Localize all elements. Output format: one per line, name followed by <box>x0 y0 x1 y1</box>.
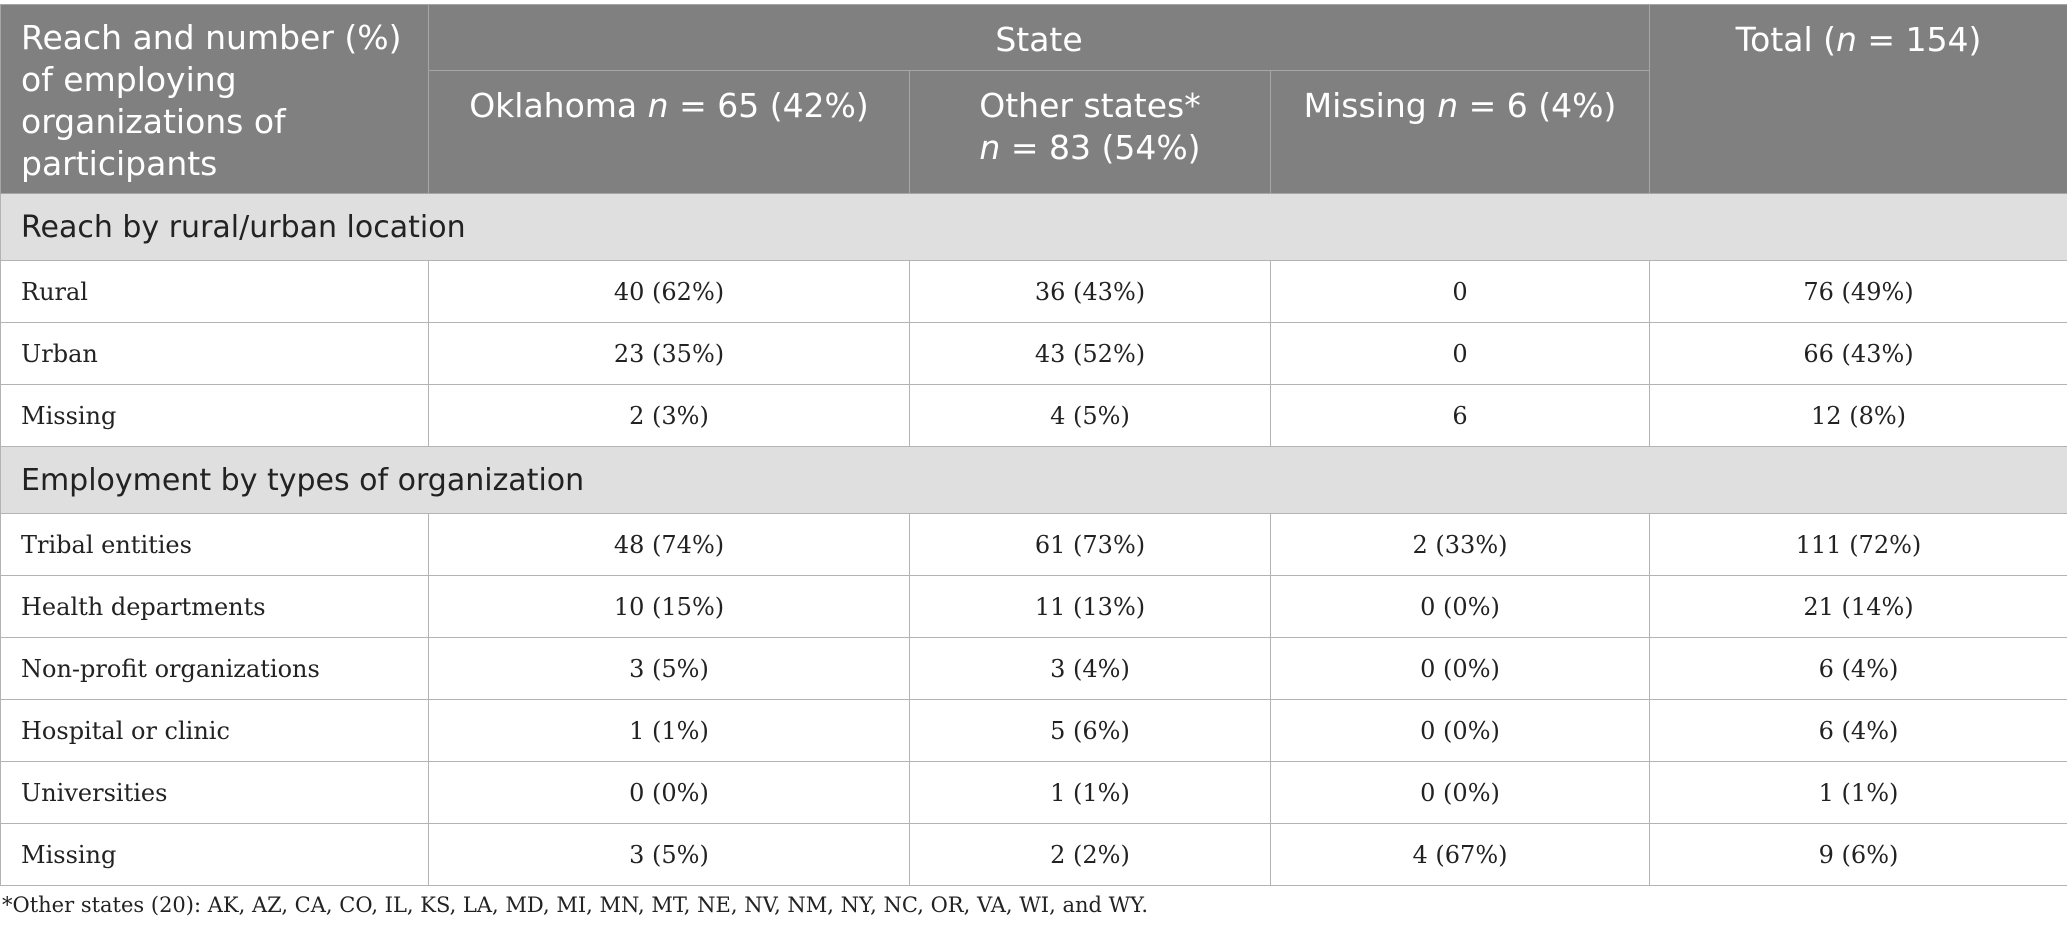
missing-cell: 0 <box>1269 322 1651 385</box>
other-states-cell: 5 (6%) <box>909 699 1271 762</box>
total-cell: 6 (4%) <box>1649 637 2067 700</box>
oklahoma-cell: 1 (1%) <box>428 699 910 762</box>
missing-cell: 0 <box>1269 260 1651 323</box>
missing-header-prefix: Missing <box>1303 86 1438 125</box>
oklahoma-header-n: n <box>647 86 669 125</box>
missing-cell: 0 (0%) <box>1269 637 1651 700</box>
row-header-label: Reach and number (%) of employing organi… <box>0 4 429 194</box>
table-row: Rural 40 (62%) 36 (43%) 0 76 (49%) <box>0 260 2067 323</box>
table-row: Universities 0 (0%) 1 (1%) 0 (0%) 1 (1%) <box>0 761 2067 824</box>
section-title: Reach by rural/urban location <box>0 193 2067 261</box>
other-states-cell: 61 (73%) <box>909 513 1271 576</box>
oklahoma-cell: 40 (62%) <box>428 260 910 323</box>
total-cell: 21 (14%) <box>1649 575 2067 638</box>
header-row-sub: Oklahoma n = 65 (42%) Other states* n = 8… <box>1 70 2067 194</box>
row-label: Missing <box>0 384 429 447</box>
missing-header-suffix: = 6 (4%) <box>1458 86 1617 125</box>
section-row: Employment by types of organization <box>0 446 2067 514</box>
table-row: Missing 2 (3%) 4 (5%) 6 12 (8%) <box>0 384 2067 447</box>
oklahoma-cell: 3 (5%) <box>428 637 910 700</box>
other-header-line1: Other states* <box>979 86 1201 125</box>
missing-cell: 2 (33%) <box>1269 513 1651 576</box>
row-label: Hospital or clinic <box>0 699 429 762</box>
missing-cell: 4 (67%) <box>1269 823 1651 886</box>
table-row: Urban 23 (35%) 43 (52%) 0 66 (43%) <box>0 322 2067 385</box>
other-header-suffix: = 83 (54%) <box>1000 128 1201 167</box>
other-states-column-header: Other states* n = 83 (54%) <box>909 70 1271 194</box>
table-row: Non-profit organizations 3 (5%) 3 (4%) 0… <box>0 637 2067 700</box>
total-header-n: n <box>1836 20 1857 59</box>
oklahoma-column-header: Oklahoma n = 65 (42%) <box>428 70 910 194</box>
other-states-cell: 4 (5%) <box>909 384 1271 447</box>
total-cell: 66 (43%) <box>1649 322 2067 385</box>
oklahoma-cell: 3 (5%) <box>428 823 910 886</box>
data-table: Reach and number (%) of employing organi… <box>0 4 2067 886</box>
row-label: Missing <box>0 823 429 886</box>
other-header-n: n <box>979 128 1001 167</box>
total-cell: 12 (8%) <box>1649 384 2067 447</box>
total-cell: 1 (1%) <box>1649 761 2067 824</box>
other-states-cell: 1 (1%) <box>909 761 1271 824</box>
row-label: Health departments <box>0 575 429 638</box>
row-label: Urban <box>0 322 429 385</box>
total-cell: 76 (49%) <box>1649 260 2067 323</box>
other-states-cell: 3 (4%) <box>909 637 1271 700</box>
table-footnote: *Other states (20): AK, AZ, CA, CO, IL, … <box>2 893 1149 917</box>
oklahoma-cell: 10 (15%) <box>428 575 910 638</box>
table-row: Missing 3 (5%) 2 (2%) 4 (67%) 9 (6%) <box>0 823 2067 886</box>
oklahoma-cell: 2 (3%) <box>428 384 910 447</box>
other-states-cell: 11 (13%) <box>909 575 1271 638</box>
row-label: Rural <box>0 260 429 323</box>
table-row: Tribal entities 48 (74%) 61 (73%) 2 (33%… <box>0 513 2067 576</box>
missing-cell: 0 (0%) <box>1269 761 1651 824</box>
missing-column-header: Missing n = 6 (4%) <box>1269 70 1651 194</box>
other-states-cell: 43 (52%) <box>909 322 1271 385</box>
total-cell: 9 (6%) <box>1649 823 2067 886</box>
oklahoma-header-prefix: Oklahoma <box>469 86 648 125</box>
oklahoma-cell: 23 (35%) <box>428 322 910 385</box>
missing-cell: 0 (0%) <box>1269 575 1651 638</box>
total-header-prefix: Total ( <box>1735 20 1837 59</box>
other-states-cell: 36 (43%) <box>909 260 1271 323</box>
oklahoma-cell: 0 (0%) <box>428 761 910 824</box>
section-row: Reach by rural/urban location <box>0 193 2067 261</box>
missing-header-n: n <box>1437 86 1459 125</box>
section-title: Employment by types of organization <box>0 446 2067 514</box>
header-row-top: Reach and number (%) of employing organi… <box>0 4 2067 194</box>
row-label: Non-profit organizations <box>0 637 429 700</box>
oklahoma-header-suffix: = 65 (42%) <box>668 86 869 125</box>
table-row: Hospital or clinic 1 (1%) 5 (6%) 0 (0%) … <box>0 699 2067 762</box>
data-table-container: Reach and number (%) of employing organi… <box>0 4 2067 886</box>
missing-cell: 0 (0%) <box>1269 699 1651 762</box>
state-group-header: State <box>427 4 1651 71</box>
missing-cell: 6 <box>1269 384 1651 447</box>
table-row: Health departments 10 (15%) 11 (13%) 0 (… <box>0 575 2067 638</box>
oklahoma-cell: 48 (74%) <box>428 513 910 576</box>
other-states-cell: 2 (2%) <box>909 823 1271 886</box>
row-label: Universities <box>0 761 429 824</box>
total-cell: 6 (4%) <box>1649 699 2067 762</box>
total-column-header: Total (n = 154) <box>1649 4 2067 194</box>
table-body: Reach by rural/urban location Rural 40 (… <box>0 193 2067 886</box>
total-cell: 111 (72%) <box>1649 513 2067 576</box>
table-header: Reach and number (%) of employing organi… <box>0 4 2067 194</box>
total-header-suffix: = 154) <box>1856 20 1982 59</box>
row-label: Tribal entities <box>0 513 429 576</box>
